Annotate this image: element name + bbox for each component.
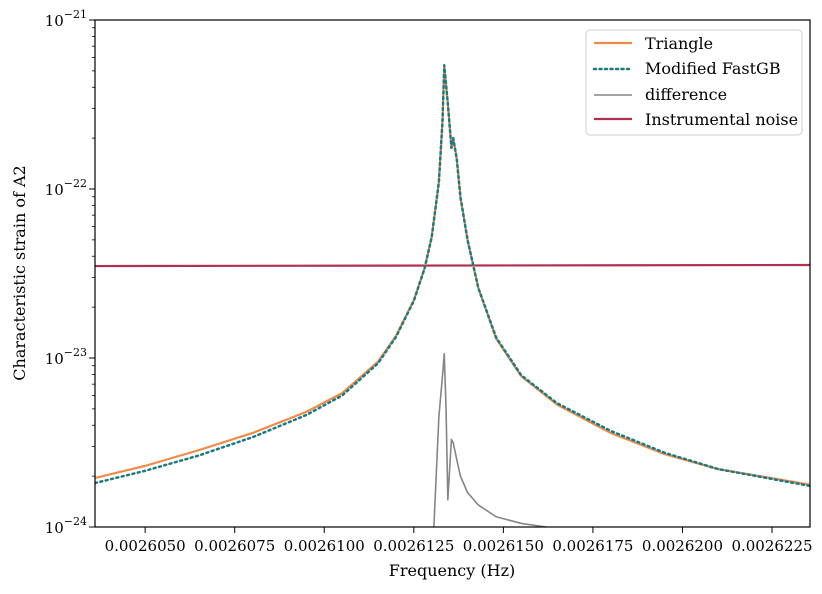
y-tick-label: 10−23 <box>45 346 87 368</box>
series-line-difference <box>433 352 547 527</box>
x-tick-label: 0.0026100 <box>284 537 365 555</box>
y-axis-label: Characteristic strain of A2 <box>10 165 29 380</box>
legend-label-triangle: Triangle <box>645 34 713 53</box>
plot-frame <box>94 19 811 528</box>
legend-label-difference: difference <box>645 85 727 104</box>
legend-label-modified-fastgb: Modified FastGB <box>645 59 781 78</box>
plot-layer <box>95 63 810 527</box>
ticks-layer: 0.0026050 0.0026075 0.0026100 0.0026125 0.00… <box>45 8 813 555</box>
legend: Triangle Modified FastGB difference Inst… <box>585 29 803 136</box>
x-tick-label: 0.0026200 <box>642 537 723 555</box>
y-tick-label: 10−21 <box>45 8 87 30</box>
x-tick-label: 0.0026175 <box>552 537 633 555</box>
y-tick-label: 10−22 <box>45 177 87 199</box>
y-tick-label: 10−24 <box>45 515 87 537</box>
series-line-instrumental-noise <box>95 263 810 268</box>
legend-label-instrumental-noise: Instrumental noise <box>645 110 798 129</box>
x-tick-label: 0.0026075 <box>194 537 275 555</box>
x-axis-label: Frequency (Hz) <box>389 561 516 580</box>
x-tick-label: 0.0026125 <box>373 537 454 555</box>
x-tick-label: 0.0026225 <box>731 537 812 555</box>
series-line-triangle <box>95 65 810 486</box>
x-tick-label: 0.0026150 <box>463 537 544 555</box>
legend-box <box>585 29 803 136</box>
series-line-modified-fastgb <box>95 63 810 488</box>
x-tick-label: 0.0026050 <box>105 537 186 555</box>
